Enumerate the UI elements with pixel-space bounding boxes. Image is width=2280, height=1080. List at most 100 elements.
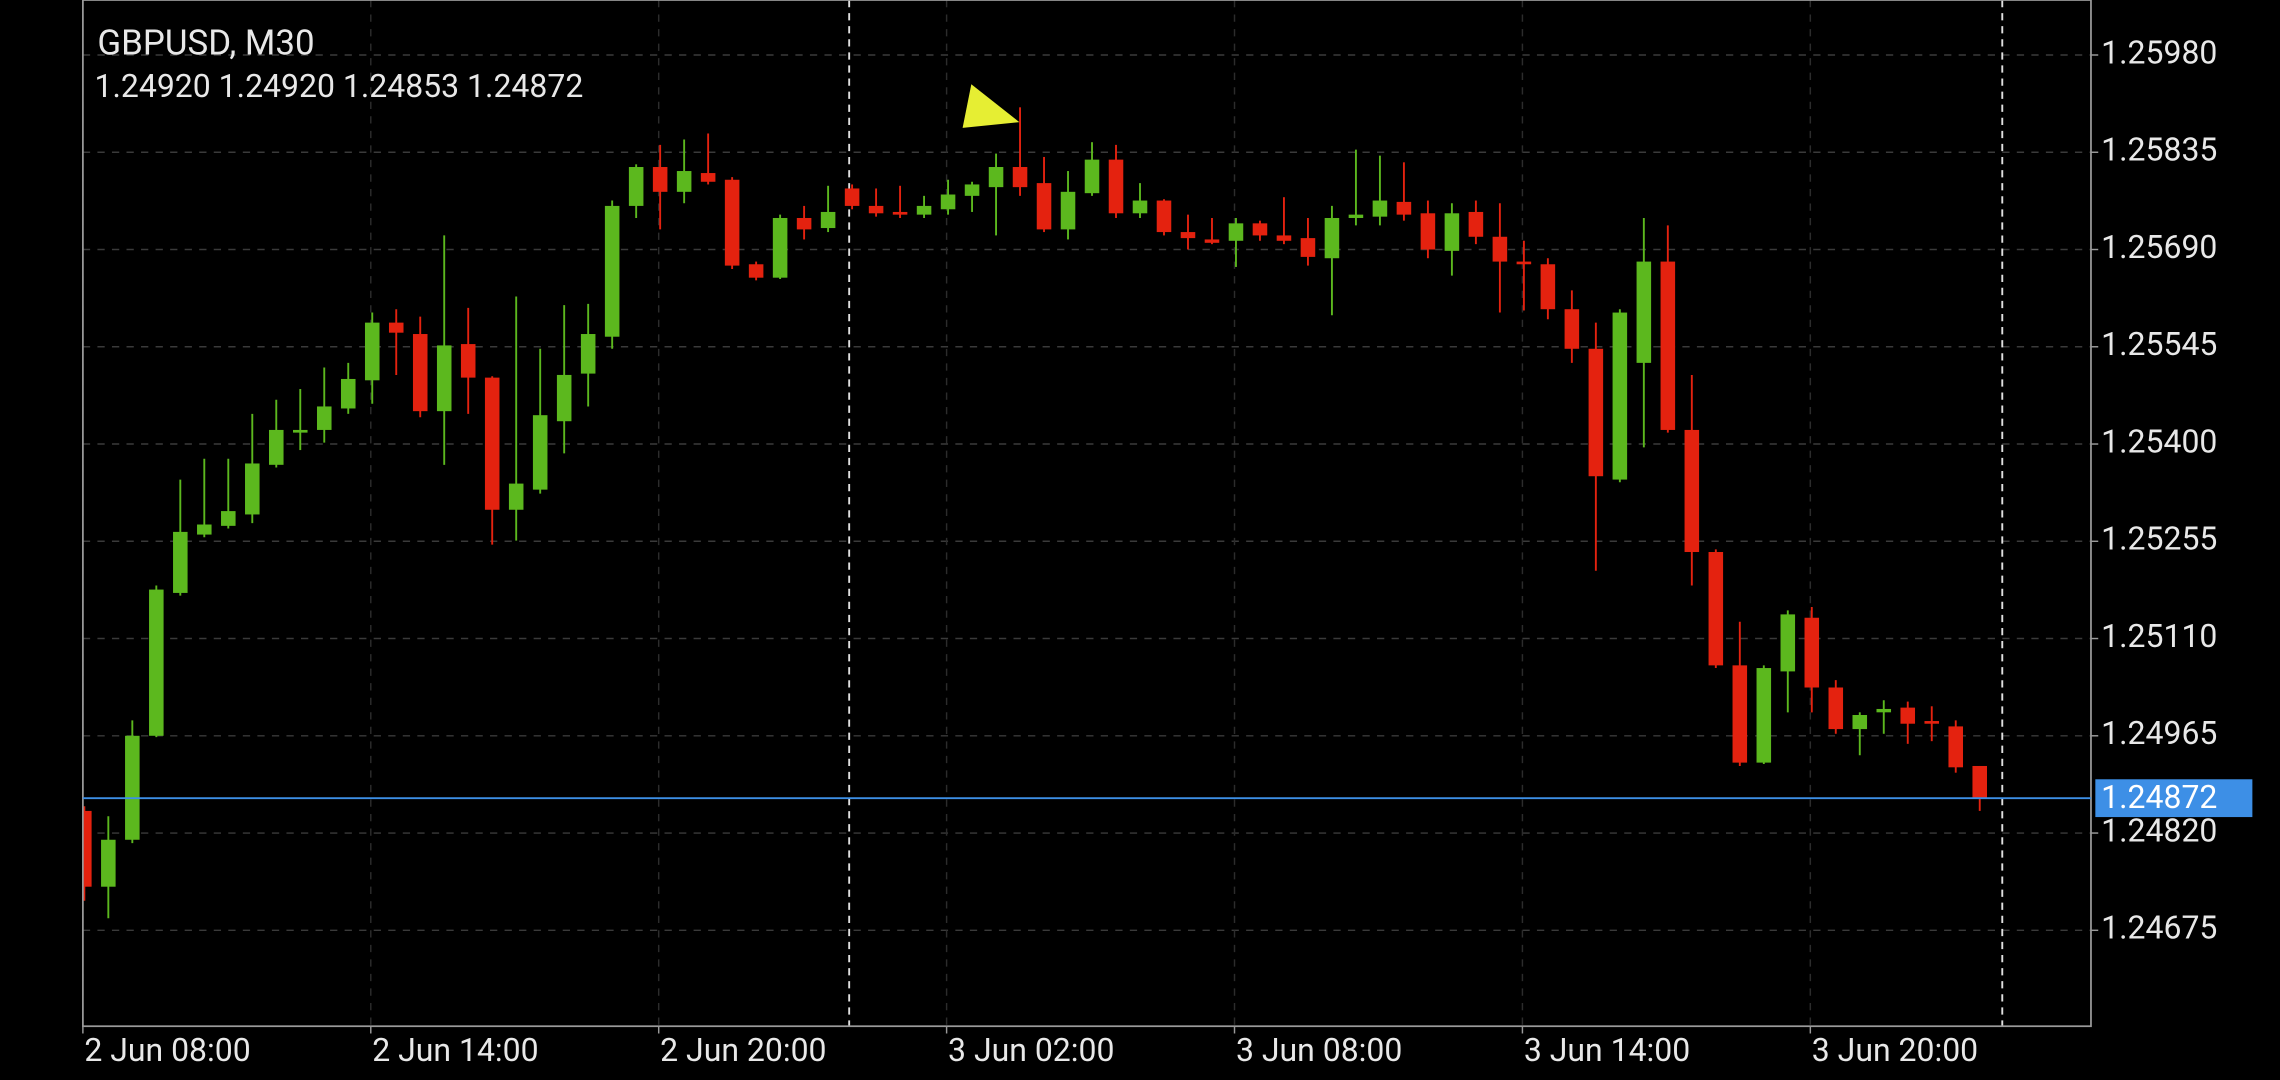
candle-body [964,184,980,196]
candle-body [1108,159,1124,214]
bid-label: 1.24872 [2101,778,2217,816]
candle-body [1084,159,1100,194]
candle-body [460,344,476,378]
candle-body [1804,617,1820,688]
candle-body [269,429,284,465]
candle-body [1300,238,1316,257]
candle-body [1756,668,1772,763]
candle-body [1732,665,1748,763]
candle-body [1036,183,1052,230]
candle-body [1204,239,1220,243]
candle-body [1324,217,1340,259]
y-tick-label: 1.25255 [2101,520,2217,558]
candle-body [1156,200,1172,233]
candle-body [1636,261,1652,363]
x-tick-label: 2 Jun 08:00 [84,1031,250,1069]
candle-body [316,406,332,430]
candle-body [1012,167,1028,188]
x-tick-label: 3 Jun 20:00 [1812,1031,1978,1069]
candle-body [892,211,908,215]
candle-body [1588,348,1604,477]
candle-body [604,205,620,337]
candle-body [1276,235,1292,241]
candle-body [988,167,1004,188]
candle-body [1612,312,1628,480]
candle-body [340,378,356,409]
candle-body [1444,213,1460,251]
y-tick-label: 1.24675 [2101,909,2217,947]
candle-body [125,735,140,840]
candle-body [1948,726,1964,768]
candle-body [1252,223,1268,236]
candle-body [1876,708,1892,713]
candle-body [868,205,884,214]
candle-body [1348,214,1364,218]
candle-body [940,194,956,210]
candle-body [772,217,788,278]
candle-body [1396,201,1412,215]
candle-body [436,345,452,412]
bid-label-box [2095,779,2253,818]
candle-body [1972,765,1988,799]
x-tick-label: 3 Jun 14:00 [1524,1031,1690,1069]
y-tick-label: 1.24820 [2101,812,2217,850]
candle-body [1372,200,1388,217]
candle-body [1924,721,1940,724]
candle-body [101,839,116,887]
ohlc-readout: 1.24920 1.24920 1.24853 1.24872 [95,67,584,105]
candle-body [916,205,932,215]
candle-body [676,171,692,192]
x-tick-label: 3 Jun 08:00 [1236,1031,1402,1069]
y-tick-label: 1.25545 [2101,325,2217,363]
candle-body [364,322,380,381]
candle-body [1132,200,1148,214]
candle-body [221,511,236,526]
candle-body [748,264,764,278]
x-tick-label: 2 Jun 14:00 [372,1031,538,1069]
y-tick-label: 1.25110 [2101,617,2217,655]
candle-body [1660,261,1676,430]
candle-body [245,463,260,515]
candle-body [1492,236,1508,262]
candle-body [796,217,812,230]
candle-body [1060,191,1076,230]
x-tick-label: 2 Jun 20:00 [660,1031,826,1069]
candle-body [820,211,836,229]
plot-frame [82,0,2092,1028]
candles [82,107,1988,919]
candle-body [1900,707,1916,724]
candle-body [1684,429,1700,553]
trade-arrow [962,84,1020,128]
candle-body [173,531,188,593]
candle-body [1564,309,1580,349]
candle-body [292,429,308,433]
candle-body [1708,552,1724,666]
y-tick-label: 1.24965 [2101,714,2217,752]
candle-body [1228,223,1244,241]
candle-body [1420,213,1436,250]
chart-title: GBPUSD, M30 [97,22,314,63]
candle-body [388,322,404,333]
candle-body [1468,211,1484,237]
candle-body [1180,232,1196,239]
candle-body [412,334,428,412]
candle-body [82,810,92,887]
y-tick-label: 1.25980 [2101,33,2217,71]
candle-body [580,334,596,374]
candle-body [1540,264,1556,310]
candle-body [1780,614,1796,672]
candle-body [1516,261,1532,265]
candle-body [197,524,212,535]
candle-body [556,374,572,422]
y-tick-label: 1.25835 [2101,131,2217,169]
y-tick-label: 1.25690 [2101,228,2217,266]
candle-body [508,483,524,510]
candle-body [1828,687,1844,730]
candle-body [652,167,668,192]
candle-body [700,173,716,182]
candle-body [844,188,860,206]
candle-body [532,415,548,490]
